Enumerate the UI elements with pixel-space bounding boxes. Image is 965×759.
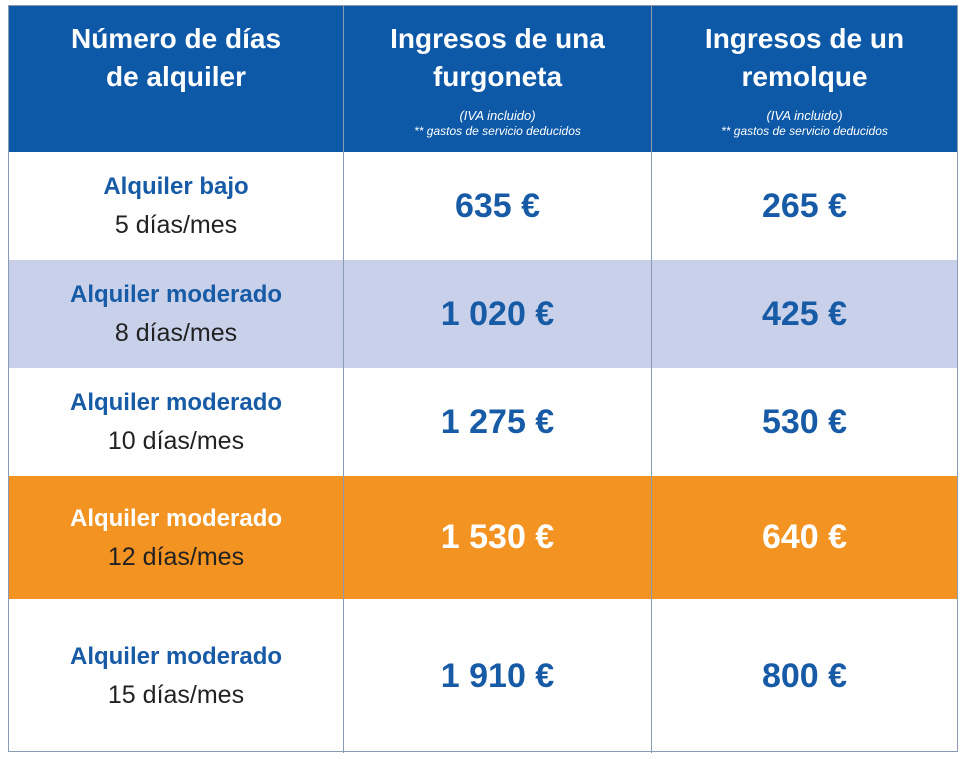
table-row: Alquiler moderado 10 días/mes 1 275 € 530 € <box>9 368 957 476</box>
header-title: de alquiler <box>105 61 247 92</box>
table-row: Alquiler moderado 8 días/mes 1 020 € 425 € <box>9 260 957 368</box>
trailer-cell: 640 € <box>652 476 957 599</box>
header-title: Número de días <box>70 23 282 54</box>
trailer-income: 530 € <box>761 402 848 441</box>
van-cell: 1 530 € <box>344 476 652 599</box>
van-income: 1 020 € <box>440 294 555 333</box>
header-cell: Ingresos de un remolque (IVA incluido) ** g… <box>652 6 957 152</box>
rental-level: Alquiler moderado <box>69 389 283 416</box>
rental-level: Alquiler moderado <box>69 504 283 532</box>
trailer-cell: 530 € <box>652 368 957 476</box>
van-income: 1 275 € <box>440 402 555 441</box>
van-income: 635 € <box>454 186 541 225</box>
rental-level: Alquiler bajo <box>103 173 249 200</box>
trailer-income: 425 € <box>761 294 848 333</box>
van-cell: 635 € <box>344 152 652 260</box>
header-row: Número de días de alquiler Ingresos de una… <box>9 6 957 152</box>
income-table: Número de días de alquiler Ingresos de una… <box>8 5 958 753</box>
rental-days: 12 días/mes <box>107 542 245 571</box>
header-title: furgoneta <box>432 61 563 92</box>
van-income: 1 530 € <box>440 518 555 556</box>
header-title: Ingresos de una <box>390 23 605 54</box>
header-cell: Número de días de alquiler <box>9 6 344 152</box>
trailer-income: 265 € <box>761 186 848 225</box>
rental-days: 8 días/mes <box>114 319 238 347</box>
van-cell: 1 020 € <box>344 260 652 368</box>
van-cell: 1 275 € <box>344 368 652 476</box>
label-cell: Alquiler moderado 12 días/mes <box>9 476 344 599</box>
trailer-cell: 800 € <box>652 599 957 753</box>
rental-days: 5 días/mes <box>114 211 238 239</box>
van-cell: 1 910 € <box>344 599 652 753</box>
table-row: Alquiler moderado 15 días/mes 1 910 € 800 € <box>9 599 957 753</box>
header-note: (IVA incluido) <box>766 108 843 123</box>
trailer-income: 800 € <box>761 656 848 695</box>
trailer-cell: 425 € <box>652 260 957 368</box>
label-cell: Alquiler moderado 10 días/mes <box>9 368 344 476</box>
header-note: (IVA incluido) <box>459 108 536 123</box>
header-title: remolque <box>741 61 868 92</box>
label-cell: Alquiler moderado 15 días/mes <box>9 599 344 753</box>
label-cell: Alquiler moderado 8 días/mes <box>9 260 344 368</box>
header-subnote: ** gastos de servicio deducidos <box>721 124 888 138</box>
trailer-cell: 265 € <box>652 152 957 260</box>
table-row: Alquiler moderado 12 días/mes 1 530 € 640 € <box>9 476 957 599</box>
van-income: 1 910 € <box>440 656 555 695</box>
header-title: Ingresos de un <box>704 23 905 54</box>
header-cell: Ingresos de una furgoneta (IVA incluido) **… <box>344 6 652 152</box>
rental-level: Alquiler moderado <box>69 281 283 308</box>
rental-days: 10 días/mes <box>107 427 245 455</box>
trailer-income: 640 € <box>761 518 848 556</box>
header-subnote: ** gastos de servicio deducidos <box>414 124 581 138</box>
rental-days: 15 días/mes <box>107 681 245 709</box>
label-cell: Alquiler bajo 5 días/mes <box>9 152 344 260</box>
table-row: Alquiler bajo 5 días/mes 635 € 265 € <box>9 152 957 260</box>
rental-level: Alquiler moderado <box>69 643 283 670</box>
